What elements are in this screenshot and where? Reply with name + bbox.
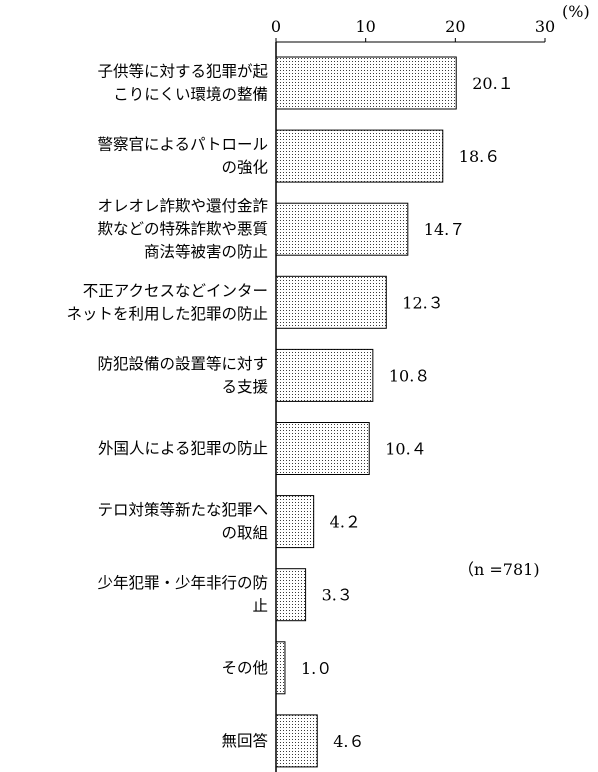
value-label-6: 4.２ (330, 513, 361, 532)
bar-9 (275, 714, 318, 768)
category-label-8-line-0: その他 (221, 659, 268, 677)
category-label-6-line-0: テロ対策等新たな犯罪へ (97, 501, 268, 519)
x-tick-label-0: 0 (271, 17, 281, 36)
value-label-3: 12.３ (402, 293, 443, 312)
category-label-3-line-1: ネットを利用した犯罪の防止 (66, 305, 268, 323)
value-label-4: 10.８ (389, 366, 430, 385)
category-label-3-line-0: 不正アクセスなどインター (83, 282, 268, 300)
category-label-1-line-0: 警察官によるパトロール (97, 136, 268, 154)
category-label-4: 防犯設備の設置等に対する支援 (97, 355, 268, 396)
category-label-7: 少年犯罪・少年非行の防止 (97, 574, 268, 615)
category-label-2: オレオレ詐欺や還付金詐欺などの特殊詐欺や悪質商法等被害の防止 (97, 197, 268, 261)
bar-2 (275, 202, 409, 256)
value-label-0: 20.１ (472, 74, 513, 93)
sample-size-note: （n =781) (458, 560, 540, 579)
category-label-6: テロ対策等新たな犯罪への取組 (97, 501, 268, 542)
value-label-2: 14.７ (424, 220, 465, 239)
category-label-9-line-0: 無回答 (221, 732, 268, 750)
bar-6 (275, 495, 315, 549)
category-label-0-line-0: 子供等に対する犯罪が起 (97, 63, 268, 81)
category-label-7-line-1: 止 (252, 597, 268, 615)
category-label-6-line-1: の取組 (221, 524, 268, 542)
category-label-0: 子供等に対する犯罪が起こりにくい環境の整備 (97, 63, 268, 104)
x-tick-label-3: 30 (535, 17, 555, 36)
category-label-8: その他 (221, 659, 268, 677)
category-label-0-line-1: こりにくい環境の整備 (113, 85, 268, 104)
value-label-5: 10.４ (385, 440, 426, 459)
value-label-8: 1.０ (301, 659, 332, 678)
category-label-9: 無回答 (221, 732, 268, 750)
category-label-3: 不正アクセスなどインターネットを利用した犯罪の防止 (66, 282, 268, 323)
category-label-5-line-0: 外国人による犯罪の防止 (98, 440, 268, 458)
category-label-5: 外国人による犯罪の防止 (98, 440, 268, 458)
bar-3 (275, 275, 387, 329)
category-label-2-line-0: オレオレ詐欺や還付金詐 (97, 197, 268, 215)
category-label-2-line-1: 欺などの特殊詐欺や悪質 (97, 220, 268, 238)
category-label-2-line-2: 商法等被害の防止 (144, 243, 268, 261)
x-tick-label-2: 20 (445, 17, 465, 36)
bar-5 (275, 422, 370, 475)
category-label-7-line-0: 少年犯罪・少年非行の防 (97, 574, 268, 592)
value-label-9: 4.６ (333, 732, 364, 751)
x-tick-label-1: 10 (355, 17, 375, 36)
category-label-1-line-1: の強化 (221, 159, 268, 177)
category-label-1: 警察官によるパトロールの強化 (97, 136, 268, 177)
value-label-7: 3.３ (322, 586, 353, 605)
unit-label: (%) (562, 2, 590, 21)
bar-8 (275, 641, 286, 695)
bar-1 (275, 129, 444, 183)
bar-7 (275, 568, 307, 622)
bar-4 (275, 348, 374, 402)
category-label-4-line-1: る支援 (221, 378, 268, 396)
category-label-4-line-0: 防犯設備の設置等に対す (97, 355, 268, 373)
bar-0 (275, 56, 457, 110)
value-label-1: 18.６ (459, 147, 500, 166)
